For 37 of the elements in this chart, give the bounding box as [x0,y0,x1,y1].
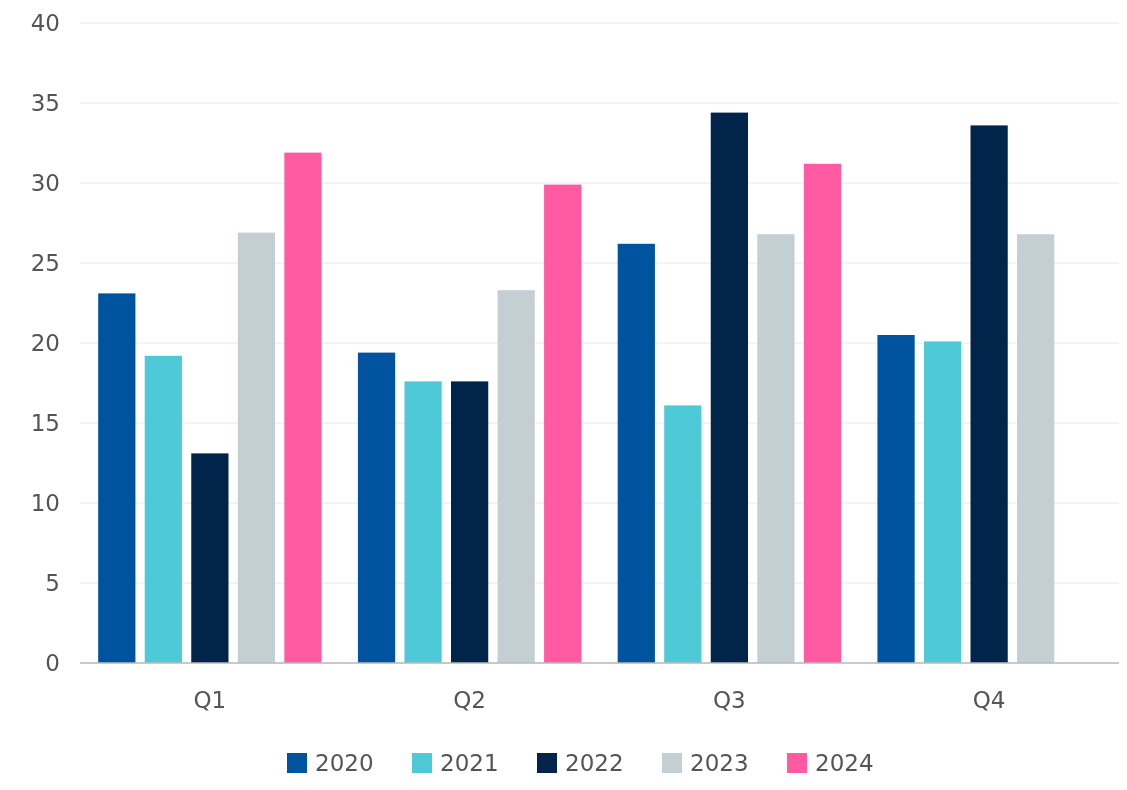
bar [237,232,276,663]
bar [144,355,182,663]
bar [757,234,795,663]
y-tick-label: 15 [30,410,60,437]
bar [191,453,229,663]
bar [1017,234,1055,663]
y-tick-label: 35 [30,90,60,117]
bar [451,381,489,663]
bar [803,163,842,663]
bar [284,152,322,663]
bar [664,405,702,663]
y-tick-label: 10 [30,490,60,517]
legend-label: 2020 [315,750,374,777]
x-tick-label: Q2 [453,687,486,713]
legend-label: 2021 [440,750,499,777]
y-tick-label: 30 [30,170,60,197]
y-tick-label: 5 [45,570,60,597]
bar [710,112,748,663]
legend-label: 2022 [565,750,624,777]
legend-label: 2024 [815,750,874,777]
bar [544,184,582,663]
bar [923,341,962,663]
bar [970,125,1008,663]
y-tick-label: 25 [30,250,60,277]
bar [617,243,655,663]
x-tick-label: Q4 [972,687,1006,713]
bar [497,290,535,663]
y-tick-label: 0 [45,650,60,677]
bar [357,352,396,663]
y-tick-label: 20 [30,330,60,357]
bar [404,381,442,663]
x-tick-label: Q3 [713,687,746,713]
y-tick-label: 40 [30,10,60,37]
legend-label: 2023 [690,750,749,777]
x-tick-label: Q1 [193,687,227,713]
bar [877,335,915,663]
bar [98,293,136,663]
